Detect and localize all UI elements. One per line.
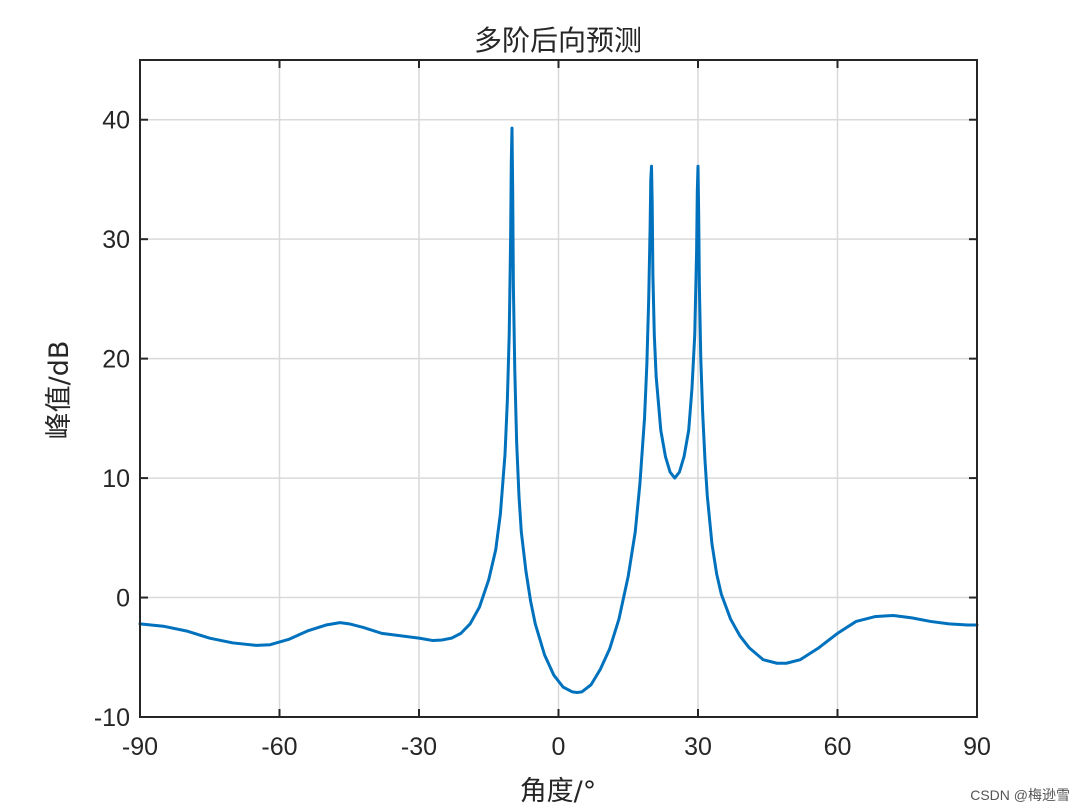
x-tick-label-2: -30 xyxy=(401,733,437,761)
x-tick-label-0: -90 xyxy=(122,733,158,761)
series-line-0 xyxy=(138,126,979,695)
x-tick-label-4: 30 xyxy=(684,733,712,761)
x-tick-label-6: 90 xyxy=(963,733,991,761)
x-tick-label-1: -60 xyxy=(261,733,297,761)
axis-ticks xyxy=(139,60,978,718)
y-tick-label-0: -10 xyxy=(94,704,130,732)
data-series xyxy=(138,126,979,695)
y-tick-label-4: 30 xyxy=(102,226,130,254)
y-tick-label-3: 20 xyxy=(102,346,130,374)
y-axis-title: 峰值/dB xyxy=(44,341,75,440)
y-tick-label-1: 0 xyxy=(116,585,130,613)
chart-title: 多阶后向预测 xyxy=(474,24,642,57)
watermark: CSDN @梅逊雪 xyxy=(970,787,1070,803)
x-tick-label-3: 0 xyxy=(552,733,566,761)
x-tick-label-5: 60 xyxy=(824,733,852,761)
y-tick-label-5: 40 xyxy=(102,107,130,135)
y-tick-label-2: 10 xyxy=(102,465,130,493)
tick-labels: -90 -60 -30 0 30 60 90 -10 0 10 20 30 40 xyxy=(94,107,991,761)
grid-lines xyxy=(140,60,977,717)
x-axis-title: 角度/° xyxy=(520,776,597,807)
